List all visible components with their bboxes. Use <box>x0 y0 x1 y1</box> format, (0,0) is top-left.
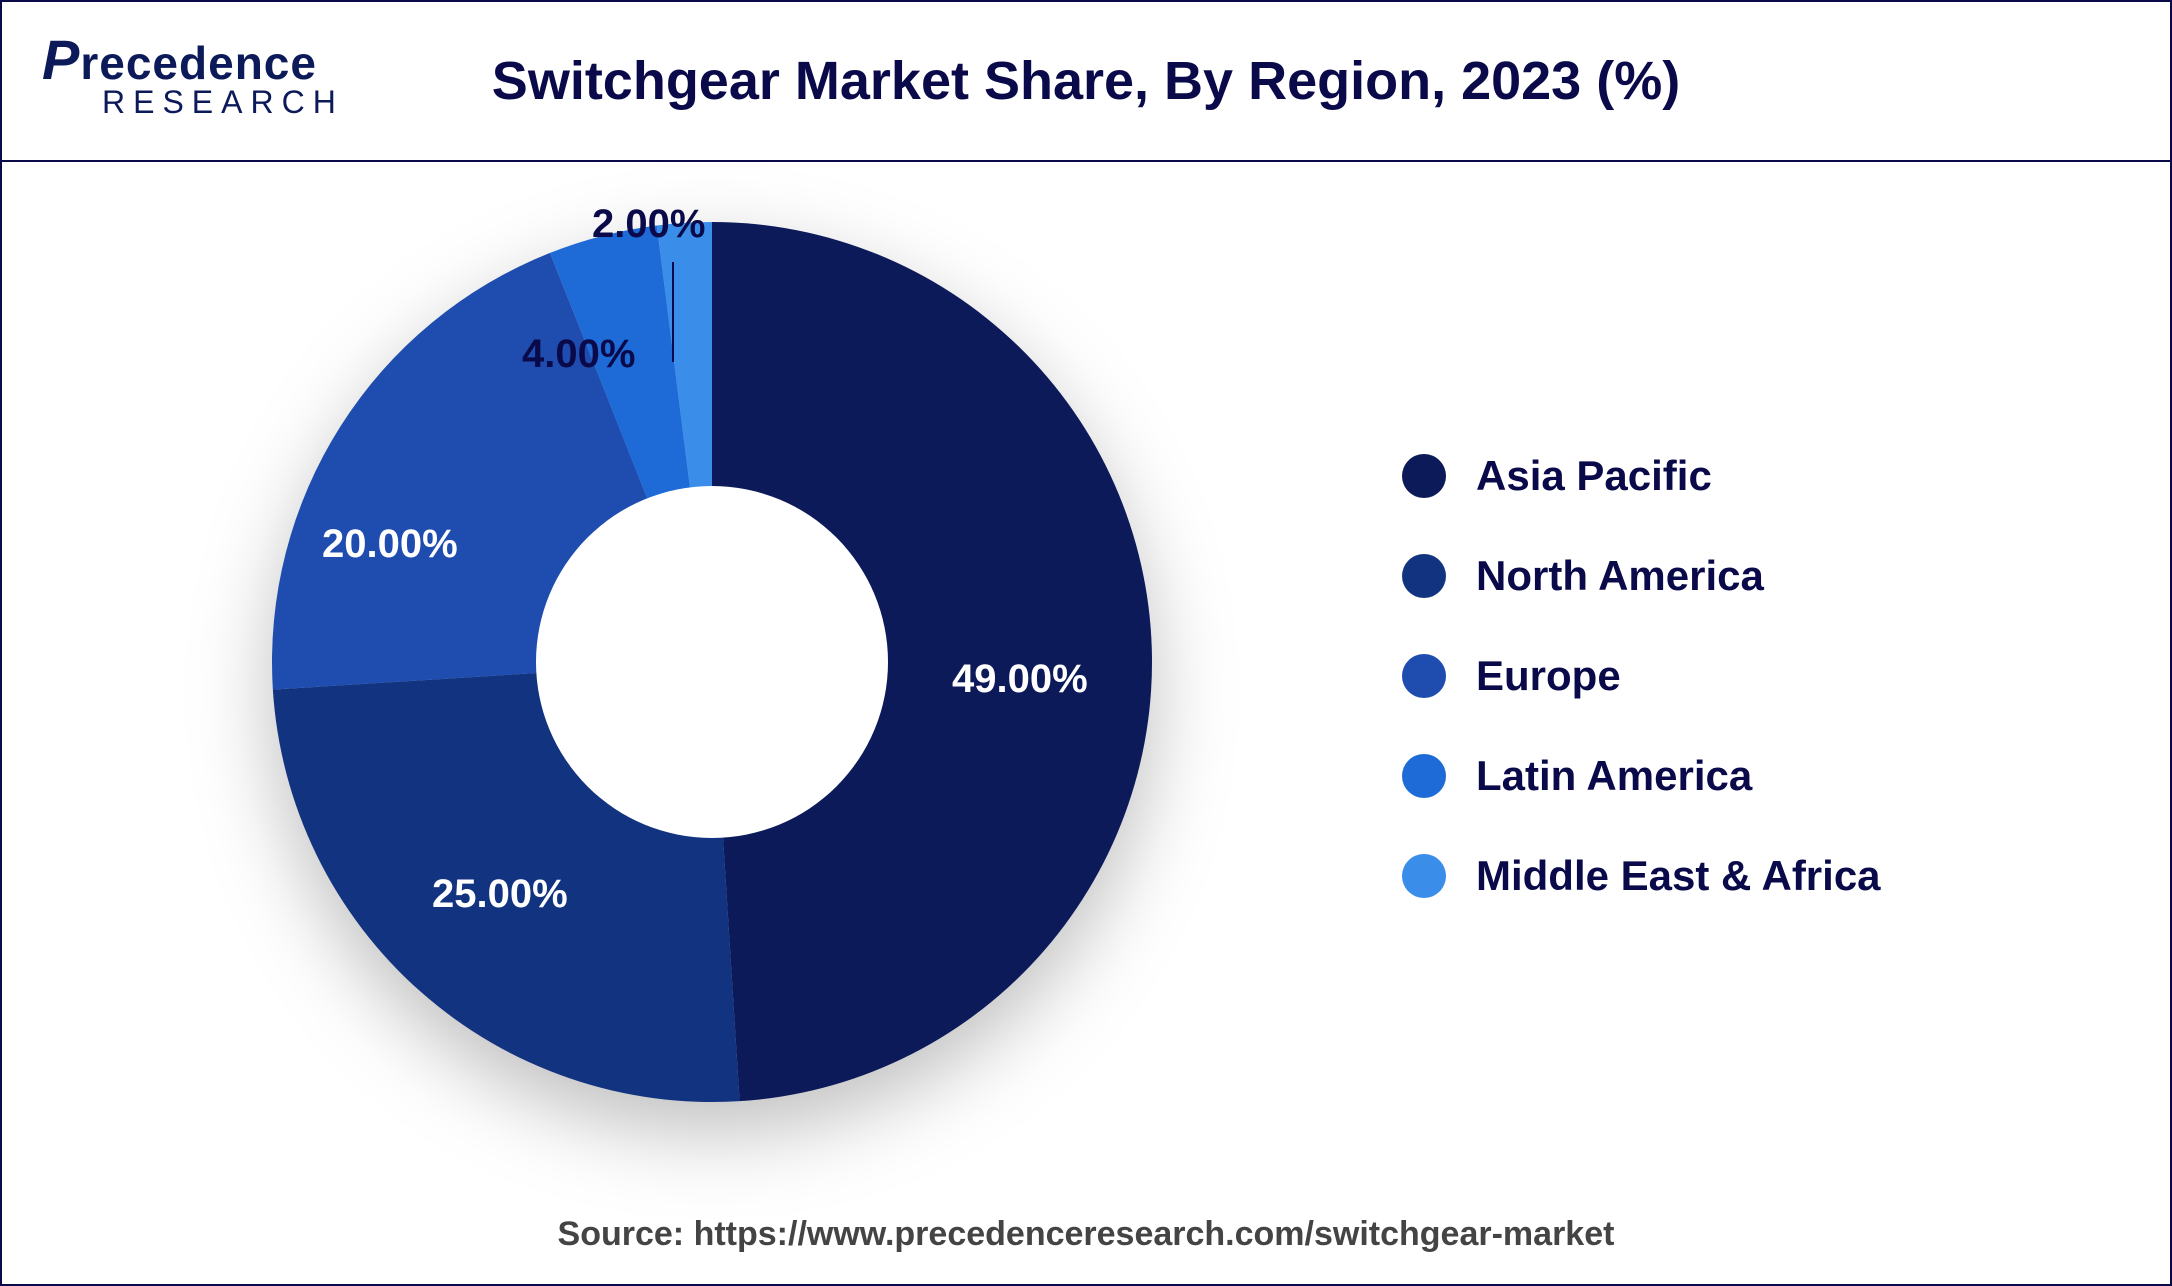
source-footer: Source: https://www.precedenceresearch.c… <box>2 1215 2170 1254</box>
donut-hole <box>536 486 888 838</box>
slice-label-asia-pacific: 49.00% <box>952 657 1088 702</box>
logo: Precedence RESEARCH <box>42 32 344 121</box>
logo-line2: RESEARCH <box>42 84 344 121</box>
slice-label-europe: 20.00% <box>322 522 458 567</box>
slice-label-middle-east-africa: 2.00% <box>592 202 705 247</box>
logo-line1: Precedence <box>42 32 344 88</box>
legend-swatch <box>1402 454 1446 498</box>
legend-label: Latin America <box>1476 752 1752 800</box>
leader-line <box>672 262 674 362</box>
slice-label-north-america: 25.00% <box>432 872 568 917</box>
legend-swatch <box>1402 554 1446 598</box>
chart-container: Precedence RESEARCH Switchgear Market Sh… <box>0 0 2172 1286</box>
legend-item-middle-east-africa: Middle East & Africa <box>1402 852 1881 900</box>
header: Precedence RESEARCH Switchgear Market Sh… <box>2 2 2170 162</box>
legend-item-north-america: North America <box>1402 552 1881 600</box>
legend-item-europe: Europe <box>1402 652 1881 700</box>
slice-label-latin-america: 4.00% <box>522 332 635 377</box>
legend-label: Asia Pacific <box>1476 452 1712 500</box>
legend-swatch <box>1402 654 1446 698</box>
legend-item-latin-america: Latin America <box>1402 752 1881 800</box>
legend-swatch <box>1402 754 1446 798</box>
chart-area: 49.00% 25.00% 20.00% 4.00% 2.00% Asia Pacifi… <box>2 162 2170 1162</box>
legend: Asia Pacific North America Europe Latin Ame… <box>1402 452 1881 900</box>
legend-item-asia-pacific: Asia Pacific <box>1402 452 1881 500</box>
legend-label: Europe <box>1476 652 1621 700</box>
legend-label: North America <box>1476 552 1764 600</box>
legend-swatch <box>1402 854 1446 898</box>
legend-label: Middle East & Africa <box>1476 852 1881 900</box>
